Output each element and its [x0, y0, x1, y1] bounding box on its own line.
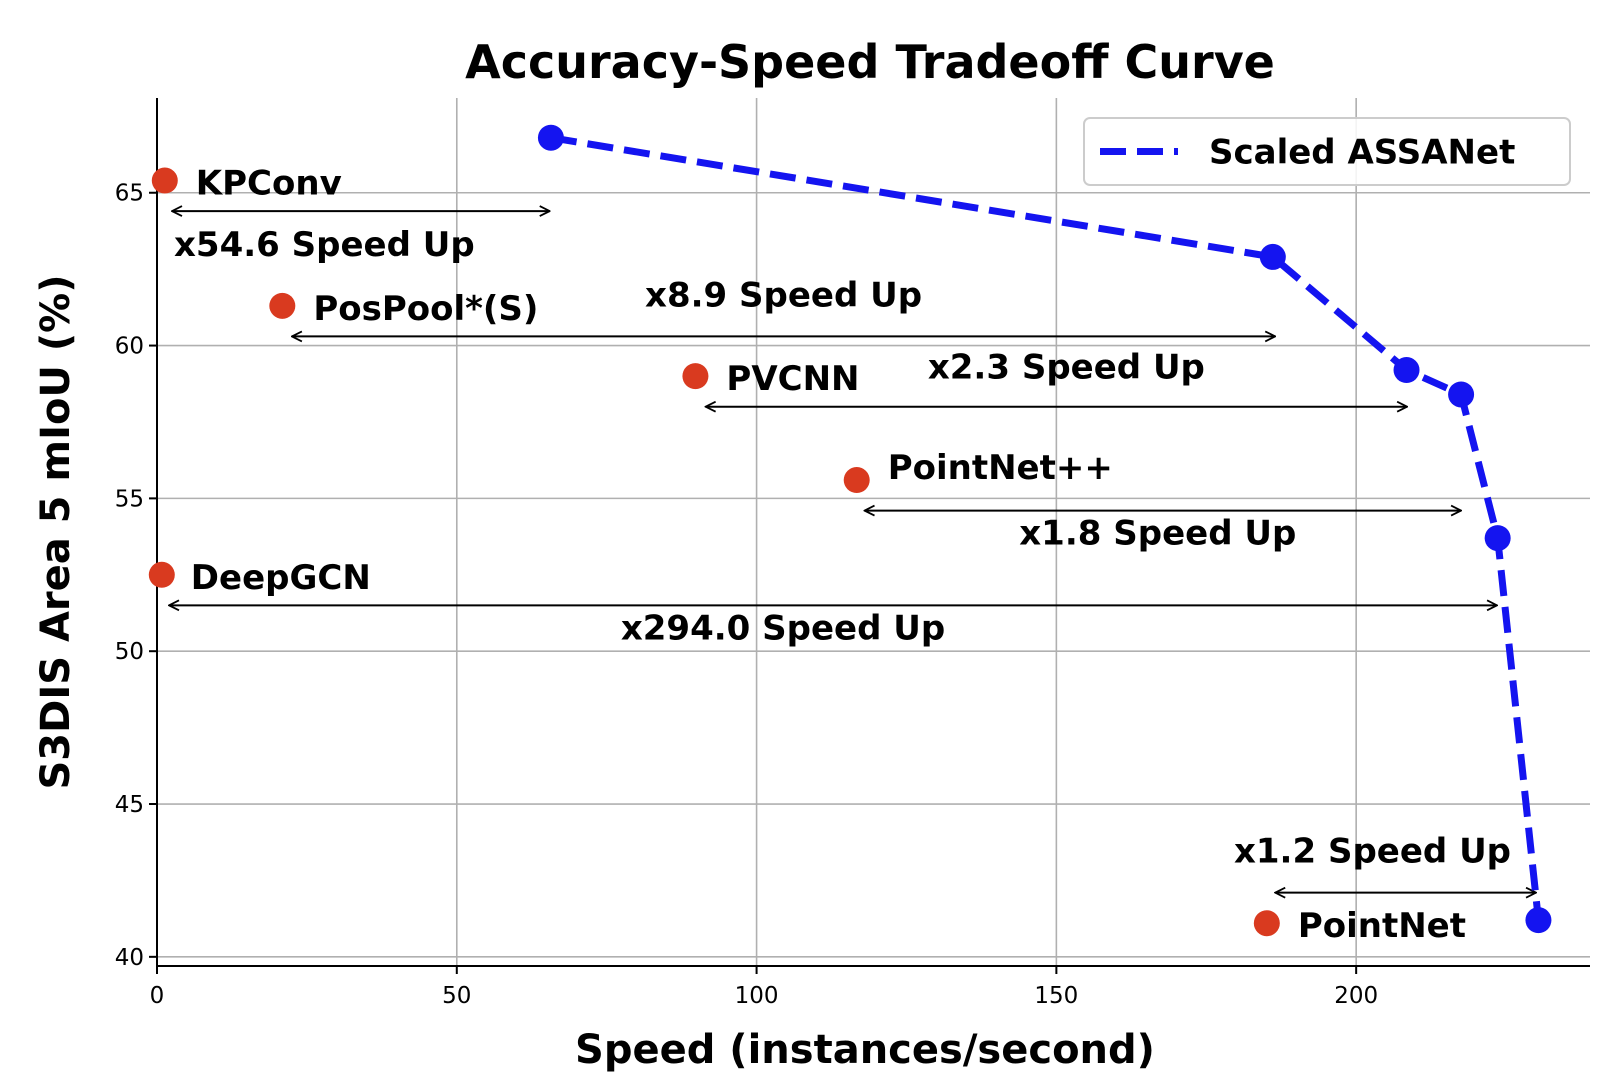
x-tick-label: 200 — [1334, 983, 1378, 1009]
speedup-label: x1.8 Speed Up — [1019, 514, 1296, 554]
speedup-label: x2.3 Speed Up — [928, 348, 1205, 388]
legend: Scaled ASSANet — [1083, 117, 1571, 186]
chart-title: Accuracy-Speed Tradeoff Curve — [465, 35, 1275, 89]
scaled-assanet-point — [537, 124, 564, 151]
baseline-label: PVCNN — [726, 359, 859, 399]
baseline-point — [682, 363, 709, 390]
x-tick-label: 100 — [735, 983, 779, 1009]
speedup-label: x54.6 Speed Up — [174, 225, 475, 265]
y-tick-label: 40 — [115, 945, 144, 971]
y-tick-label: 50 — [115, 639, 144, 665]
x-tick-label: 50 — [442, 983, 471, 1009]
baseline-label: KPConv — [196, 164, 342, 204]
baseline-label: PosPool*(S) — [313, 289, 538, 329]
y-tick-label: 55 — [115, 486, 144, 512]
scaled-assanet-point — [1448, 381, 1475, 408]
baseline-point — [269, 292, 296, 319]
baseline-point — [148, 561, 175, 588]
scaled-assanet-point — [1484, 525, 1511, 552]
baseline-methods: KPConv PosPool*(S) PVCNN PointNet++ DeepGCN P… — [148, 164, 1466, 946]
y-axis-title: S3DIS Area 5 mIoU (%) — [33, 274, 79, 789]
baseline-point — [1253, 910, 1280, 937]
y-tick-label: 65 — [115, 181, 144, 207]
scaled-assanet-point — [1525, 907, 1552, 934]
axis-ticks: 0 50 100 150 200 40 45 50 55 60 65 — [115, 181, 1378, 1009]
scaled-assanet-line — [550, 134, 1542, 921]
x-axis-title: Speed (instances/second) — [575, 1027, 1155, 1073]
y-tick-label: 45 — [115, 792, 144, 818]
speedup-label: x8.9 Speed Up — [645, 275, 922, 315]
speedup-label: x294.0 Speed Up — [621, 608, 945, 648]
baseline-label: DeepGCN — [191, 558, 371, 598]
baseline-label: PointNet — [1298, 906, 1466, 946]
baseline-label: PointNet++ — [888, 448, 1113, 488]
scaled-assanet-point — [1259, 243, 1286, 270]
speedup-label: x1.2 Speed Up — [1234, 832, 1511, 872]
x-tick-label: 150 — [1034, 983, 1078, 1009]
scaled-assanet-point — [1393, 357, 1420, 384]
baseline-point — [151, 167, 178, 194]
axes-spines — [156, 98, 1590, 967]
scaled-assanet-series — [537, 124, 1552, 934]
legend-label: Scaled ASSANet — [1209, 133, 1515, 173]
legend-box — [1083, 117, 1571, 186]
x-tick-label: 0 — [150, 983, 165, 1009]
grid-lines — [156, 98, 1590, 966]
baseline-point — [843, 467, 870, 494]
y-tick-label: 60 — [115, 334, 144, 360]
